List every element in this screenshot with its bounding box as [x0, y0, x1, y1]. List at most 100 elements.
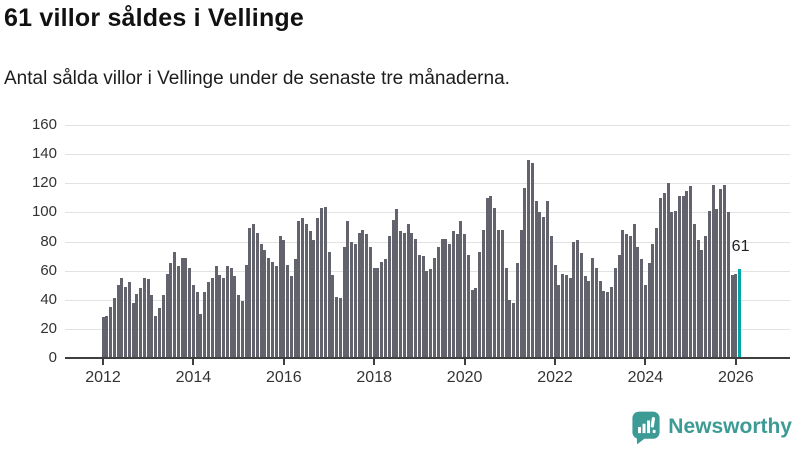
bar [519, 229, 523, 358]
bar [636, 247, 640, 358]
bar [410, 232, 414, 358]
bar [278, 235, 282, 358]
bar [681, 196, 685, 358]
bar [696, 240, 700, 358]
bar [485, 197, 489, 358]
bar [331, 274, 335, 358]
y-grid-line [65, 241, 790, 243]
bar [643, 285, 647, 358]
bar [188, 267, 192, 358]
y-tick-label: 100 [31, 203, 57, 221]
bar [466, 254, 470, 358]
bar [195, 292, 199, 358]
bar [417, 254, 421, 358]
bar [628, 235, 632, 358]
bar [380, 261, 384, 358]
bar [730, 274, 734, 358]
y-tick-label: 80 [40, 232, 57, 250]
bar [719, 189, 723, 358]
bar [293, 258, 297, 358]
bar [131, 302, 135, 358]
bar [391, 219, 395, 358]
bar [549, 235, 553, 358]
bar [346, 221, 350, 358]
bar [237, 295, 241, 358]
bar [655, 228, 659, 358]
bar [564, 274, 568, 358]
bar [508, 299, 512, 358]
x-axis-line [65, 357, 790, 359]
bar [689, 186, 693, 358]
bar [478, 251, 482, 358]
x-tick-label: 2018 [356, 369, 392, 386]
x-tick-label: 2012 [85, 369, 121, 386]
bar [451, 231, 455, 358]
bar [218, 274, 222, 358]
bar [297, 221, 301, 358]
bar [538, 212, 542, 358]
bar [500, 229, 504, 358]
bar [101, 317, 105, 358]
y-grid-line [65, 183, 790, 185]
bar [323, 206, 327, 358]
x-tick-label: 2016 [266, 369, 302, 386]
bar [124, 286, 128, 358]
bar [553, 264, 557, 358]
value-annotation: 61 [731, 238, 750, 256]
bar [233, 276, 237, 358]
bar [225, 266, 229, 358]
brand-name: Newsworthy [668, 415, 792, 438]
bar [259, 244, 263, 358]
bar [598, 280, 602, 358]
bar [704, 235, 708, 358]
bar [139, 288, 143, 358]
bar [286, 264, 290, 358]
y-tick-label: 60 [40, 261, 57, 279]
x-axis-tick [102, 358, 104, 365]
chart-subtitle: Antal sålda villor i Vellinge under de s… [4, 68, 510, 89]
bar [594, 267, 598, 358]
bar [244, 264, 248, 358]
bar [150, 295, 154, 358]
bar [301, 218, 305, 358]
bar [448, 244, 452, 358]
bar [489, 196, 493, 358]
bar [647, 263, 651, 358]
bar [142, 277, 146, 358]
bar [109, 307, 113, 358]
bar [579, 253, 583, 358]
bar [606, 292, 610, 358]
highlight-bar [738, 269, 742, 358]
x-axis-tick [373, 358, 376, 365]
bar [723, 184, 726, 358]
bar [316, 218, 320, 358]
bar [459, 221, 463, 358]
bar [376, 267, 380, 358]
bar [670, 212, 674, 358]
bar [240, 301, 244, 358]
bar [715, 209, 719, 358]
bar [666, 183, 670, 358]
bar [154, 315, 158, 358]
bar [602, 291, 606, 358]
x-axis-tick [554, 358, 556, 365]
bar [112, 298, 116, 358]
bar [444, 238, 448, 358]
x-tick-label: 2020 [446, 369, 483, 386]
bar [312, 240, 316, 358]
bar [384, 258, 387, 358]
bar [319, 208, 323, 358]
bar [504, 267, 508, 358]
bar [255, 232, 259, 358]
bar [662, 193, 666, 358]
newsworthy-logo-icon [631, 410, 661, 445]
bar [173, 251, 177, 358]
x-axis-tick [644, 358, 647, 365]
bar [658, 197, 662, 358]
bar [199, 314, 203, 358]
bar [338, 298, 342, 358]
y-grid-line [65, 212, 790, 214]
bar [350, 241, 354, 358]
bar [372, 267, 376, 358]
